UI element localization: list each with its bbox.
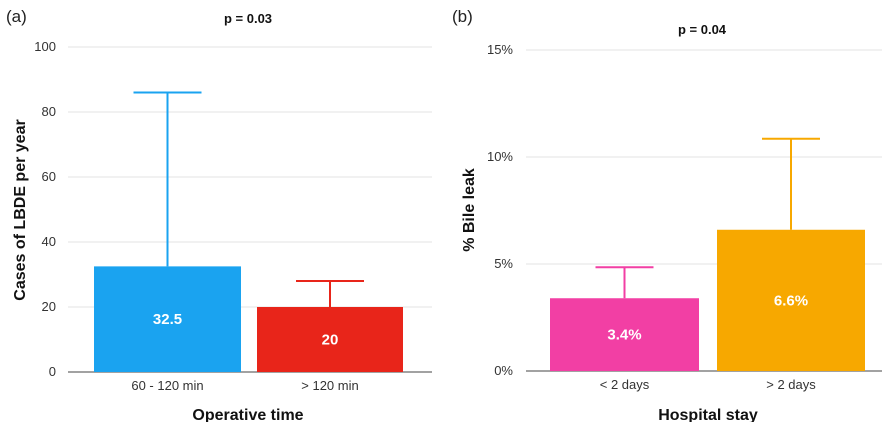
y-tick-label: 10% bbox=[487, 149, 513, 164]
x-tick-label: 60 - 120 min bbox=[131, 378, 203, 393]
bar-value-label: 20 bbox=[322, 332, 339, 349]
bar bbox=[717, 229, 865, 371]
y-tick-label: 20 bbox=[42, 299, 56, 314]
chart-b-title: p = 0.04 bbox=[678, 22, 727, 37]
chart-b-y-ticks: 0% 5% 10% 15% bbox=[487, 42, 513, 378]
chart-a-y-axis-title: Cases of LBDE per year bbox=[12, 119, 29, 300]
y-tick-label: 80 bbox=[42, 104, 56, 119]
chart-b-y-axis-title: % Bile leak bbox=[461, 168, 478, 252]
chart-b-x-ticks: < 2 days > 2 days bbox=[600, 377, 817, 392]
bar-value-label: 3.4% bbox=[607, 327, 641, 344]
chart-a-title: p = 0.03 bbox=[224, 11, 272, 26]
chart-a: (a) p = 0.03 0 20 40 60 80 100 32.5 20 60 - 12… bbox=[6, 7, 432, 422]
y-tick-label: 0% bbox=[494, 363, 513, 378]
chart-a-bars: 32.5 20 bbox=[94, 91, 403, 372]
chart-a-x-axis-title: Operative time bbox=[192, 407, 303, 422]
y-tick-label: 60 bbox=[42, 169, 56, 184]
y-tick-label: 15% bbox=[487, 42, 513, 57]
x-tick-label: > 120 min bbox=[301, 378, 358, 393]
bar-value-label: 32.5 bbox=[153, 311, 182, 328]
bar bbox=[257, 307, 403, 372]
chart-b: (b) p = 0.04 0% 5% 10% 15% 3.4% 6.6% < 2 day… bbox=[452, 7, 882, 422]
y-tick-label: 40 bbox=[42, 234, 56, 249]
bar bbox=[550, 298, 699, 371]
chart-b-x-axis-title: Hospital stay bbox=[658, 407, 758, 422]
panel-b-letter: (b) bbox=[452, 7, 473, 26]
y-tick-label: 100 bbox=[34, 39, 56, 54]
bar-value-label: 6.6% bbox=[774, 292, 808, 309]
y-tick-label: 0 bbox=[49, 364, 56, 379]
x-tick-label: < 2 days bbox=[600, 377, 650, 392]
x-tick-label: > 2 days bbox=[766, 377, 816, 392]
chart-a-y-ticks: 0 20 40 60 80 100 bbox=[34, 39, 56, 379]
y-tick-label: 5% bbox=[494, 256, 513, 271]
chart-a-x-ticks: 60 - 120 min > 120 min bbox=[131, 378, 358, 393]
chart-b-bars: 3.4% 6.6% bbox=[550, 137, 865, 371]
bar bbox=[94, 266, 241, 372]
panel-a-letter: (a) bbox=[6, 7, 27, 26]
